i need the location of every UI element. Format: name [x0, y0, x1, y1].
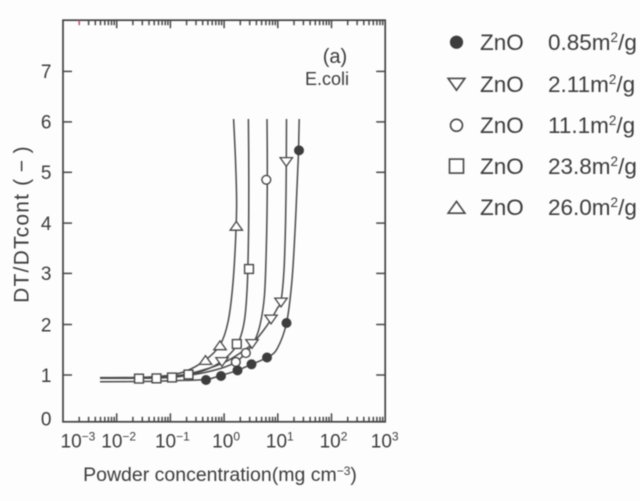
svg-text:26.0m2/g: 26.0m2/g: [548, 195, 637, 220]
svg-text:102: 102: [320, 430, 348, 453]
svg-text:103: 103: [371, 430, 399, 453]
svg-text:10−1: 10−1: [155, 430, 190, 453]
svg-text:ZnO: ZnO: [480, 113, 524, 138]
svg-text:5: 5: [41, 163, 52, 184]
svg-text:Powder concentration(mg cm−3): Powder concentration(mg cm−3): [83, 464, 357, 486]
svg-text:2: 2: [41, 315, 52, 336]
svg-text:6: 6: [41, 113, 52, 134]
svg-text:23.8m2/g: 23.8m2/g: [548, 154, 637, 179]
svg-text:DT/DTcont ( − ): DT/DTcont ( − ): [11, 145, 34, 303]
svg-text:0: 0: [41, 410, 52, 431]
svg-text:ZnO: ZnO: [480, 72, 524, 97]
svg-text:7: 7: [41, 62, 52, 83]
svg-text:ZnO: ZnO: [480, 30, 524, 55]
svg-text:10−2: 10−2: [101, 430, 136, 453]
svg-text:0.85m2/g: 0.85m2/g: [548, 30, 637, 55]
svg-text:ZnO: ZnO: [480, 195, 524, 220]
svg-text:10−3: 10−3: [61, 430, 96, 453]
svg-text:100: 100: [212, 430, 240, 453]
svg-text:4: 4: [41, 214, 52, 235]
svg-text:ZnO: ZnO: [480, 154, 524, 179]
svg-text:3: 3: [41, 264, 52, 285]
svg-text:1: 1: [41, 366, 52, 387]
svg-text:101: 101: [266, 430, 294, 453]
svg-text:E.coli: E.coli: [305, 69, 349, 89]
svg-text:(a): (a): [323, 46, 347, 68]
svg-text:2.11m2/g: 2.11m2/g: [548, 72, 635, 97]
svg-text:11.1m2/g: 11.1m2/g: [548, 113, 635, 138]
